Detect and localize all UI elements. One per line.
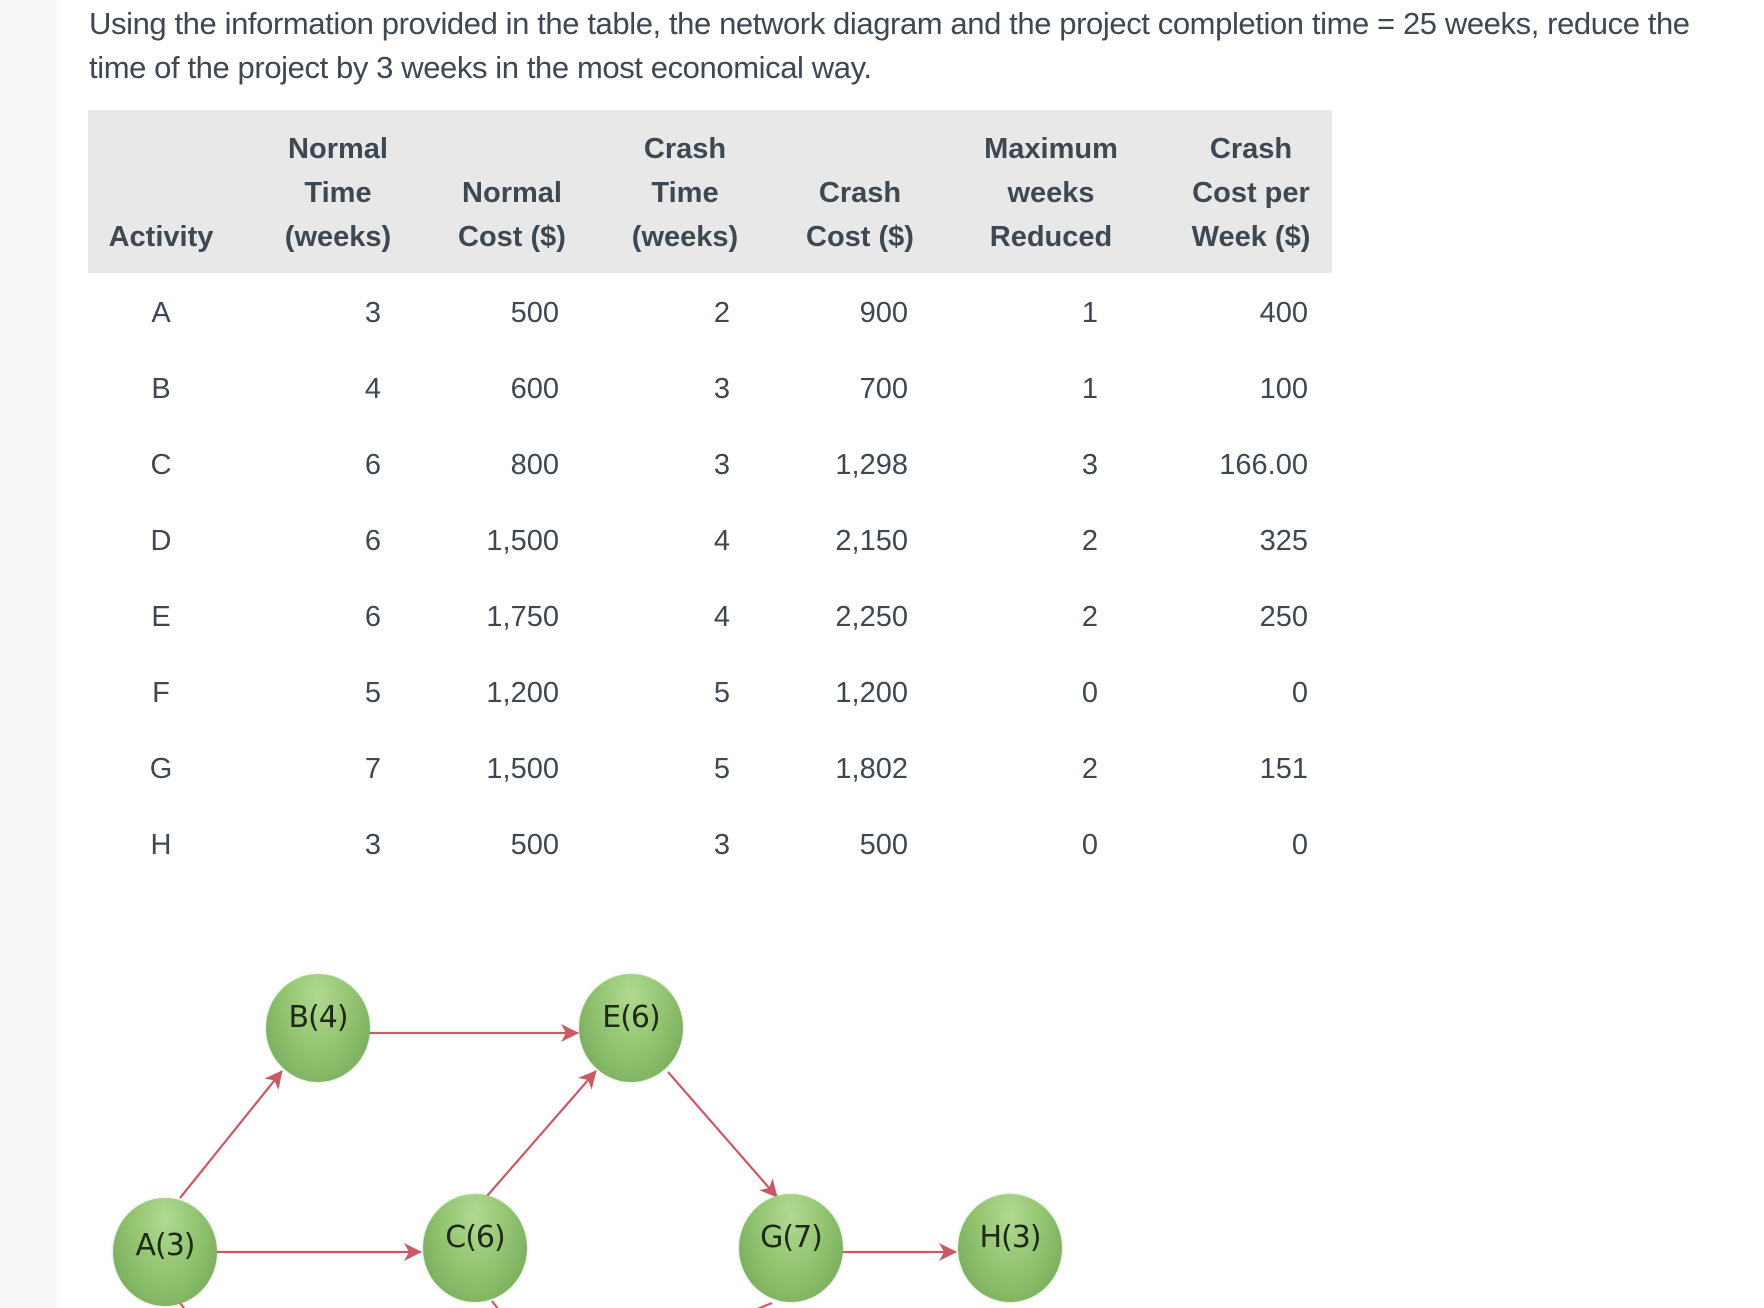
node-c: C(6) [423, 1194, 527, 1302]
header-crash-time: Crash Time (weeks) [631, 133, 739, 253]
cell-crash-cost-per-week: 250 [1259, 601, 1308, 633]
cell-crash-cost: 700 [859, 373, 908, 405]
question-line-2: time of the project by 3 weeks in the mo… [89, 50, 872, 85]
cell-normal-cost: 600 [510, 373, 559, 405]
cell-normal-cost: 1,750 [486, 601, 559, 633]
edge-c-down [491, 1300, 499, 1308]
cell-crash-cost: 900 [859, 297, 908, 329]
table-row: A 3 500 2 900 1 400 [88, 275, 1332, 351]
cell-normal-cost: 1,500 [486, 753, 559, 785]
table-row: F 5 1,200 5 1,200 0 0 [88, 655, 1332, 731]
cell-crash-cost-per-week: 166.00 [1219, 449, 1308, 481]
node-e: E(6) [579, 974, 683, 1082]
table-body: A 3 500 2 900 1 400 B 4 600 3 700 1 100 C 6 800 3 1,298 3 16… [88, 273, 1332, 883]
cell-max-weeks-reduced: 3 [1081, 449, 1098, 481]
cell-crash-time: 4 [713, 601, 730, 633]
edge-into-g [756, 1301, 773, 1308]
header-activity: Activity [108, 221, 214, 253]
table-row: B 4 600 3 700 1 100 [88, 351, 1332, 427]
cell-normal-time: 6 [364, 601, 381, 633]
cell-max-weeks-reduced: 2 [1081, 753, 1098, 785]
cell-crash-cost: 2,250 [835, 601, 908, 633]
cell-crash-cost-per-week: 325 [1259, 525, 1308, 557]
cell-activity: F [152, 677, 170, 709]
cell-max-weeks-reduced: 1 [1081, 297, 1098, 329]
cell-crash-time: 2 [713, 297, 730, 329]
node-h: H(3) [958, 1194, 1062, 1302]
node-g: G(7) [739, 1194, 843, 1302]
cell-crash-cost-per-week: 100 [1259, 373, 1308, 405]
cell-activity: E [151, 601, 171, 633]
cell-crash-cost: 2,150 [835, 525, 908, 557]
cell-activity: D [150, 525, 172, 557]
cell-crash-time: 3 [713, 373, 730, 405]
header-normal-time: Normal Time (weeks) [284, 133, 392, 253]
edge-a-down [179, 1302, 186, 1308]
cell-activity: C [150, 449, 172, 481]
table-row: H 3 500 3 500 0 0 [88, 807, 1332, 883]
cell-normal-time: 3 [364, 829, 381, 861]
question-line-1: Using the information provided in the ta… [89, 6, 1690, 41]
header-max-weeks-reduced: Maximum weeks Reduced [984, 133, 1118, 253]
cell-normal-time: 4 [364, 373, 381, 405]
cell-normal-cost: 1,500 [486, 525, 559, 557]
table-row: E 6 1,750 4 2,250 2 250 [88, 579, 1332, 655]
edge-a-b [179, 1070, 283, 1199]
question-text: Using the information provided in the ta… [89, 2, 1764, 90]
cell-crash-cost: 500 [859, 829, 908, 861]
cell-normal-cost: 800 [510, 449, 559, 481]
crashing-table: Activity Normal Time (weeks) Normal Cost… [88, 110, 1332, 883]
cell-normal-time: 6 [364, 525, 381, 557]
edge-c-e [486, 1070, 597, 1197]
cell-activity: H [150, 829, 172, 861]
cell-crash-cost-per-week: 400 [1259, 297, 1308, 329]
cell-crash-cost: 1,298 [835, 449, 908, 481]
cell-crash-time: 4 [713, 525, 730, 557]
cell-crash-cost-per-week: 0 [1291, 677, 1308, 709]
header-crash-cost-per-week: Crash Cost per Week ($) [1191, 133, 1311, 253]
edge-e-g [667, 1071, 778, 1198]
cell-max-weeks-reduced: 1 [1081, 373, 1098, 405]
table-row: C 6 800 3 1,298 3 166.00 [88, 427, 1332, 503]
node-a: A(3) [113, 1198, 217, 1306]
cell-normal-time: 3 [364, 297, 381, 329]
cell-max-weeks-reduced: 0 [1081, 677, 1098, 709]
header-crash-cost: Crash Cost ($) [806, 177, 914, 253]
cell-max-weeks-reduced: 2 [1081, 601, 1098, 633]
cell-max-weeks-reduced: 0 [1081, 829, 1098, 861]
table-row: D 6 1,500 4 2,150 2 325 [88, 503, 1332, 579]
table-header: Activity Normal Time (weeks) Normal Cost… [88, 110, 1332, 273]
cell-crash-cost-per-week: 0 [1291, 829, 1308, 861]
cell-crash-time: 3 [713, 449, 730, 481]
node-b: B(4) [266, 974, 370, 1082]
cell-normal-time: 7 [364, 753, 381, 785]
cell-crash-time: 3 [713, 829, 730, 861]
cell-crash-cost: 1,802 [835, 753, 908, 785]
cell-crash-time: 5 [713, 677, 730, 709]
table-row: G 7 1,500 5 1,802 2 151 [88, 731, 1332, 807]
header-normal-cost: Normal Cost ($) [458, 177, 566, 253]
left-margin-strip [0, 0, 57, 1308]
cell-max-weeks-reduced: 2 [1081, 525, 1098, 557]
cell-normal-time: 6 [364, 449, 381, 481]
cell-crash-cost: 1,200 [835, 677, 908, 709]
cell-activity: B [151, 373, 171, 405]
cell-normal-cost: 500 [510, 829, 559, 861]
cell-normal-time: 5 [364, 677, 381, 709]
cell-activity: G [149, 753, 173, 785]
cell-crash-time: 5 [713, 753, 730, 785]
cell-normal-cost: 1,200 [486, 677, 559, 709]
cell-activity: A [151, 297, 171, 329]
cell-crash-cost-per-week: 151 [1259, 753, 1308, 785]
cell-normal-cost: 500 [510, 297, 559, 329]
